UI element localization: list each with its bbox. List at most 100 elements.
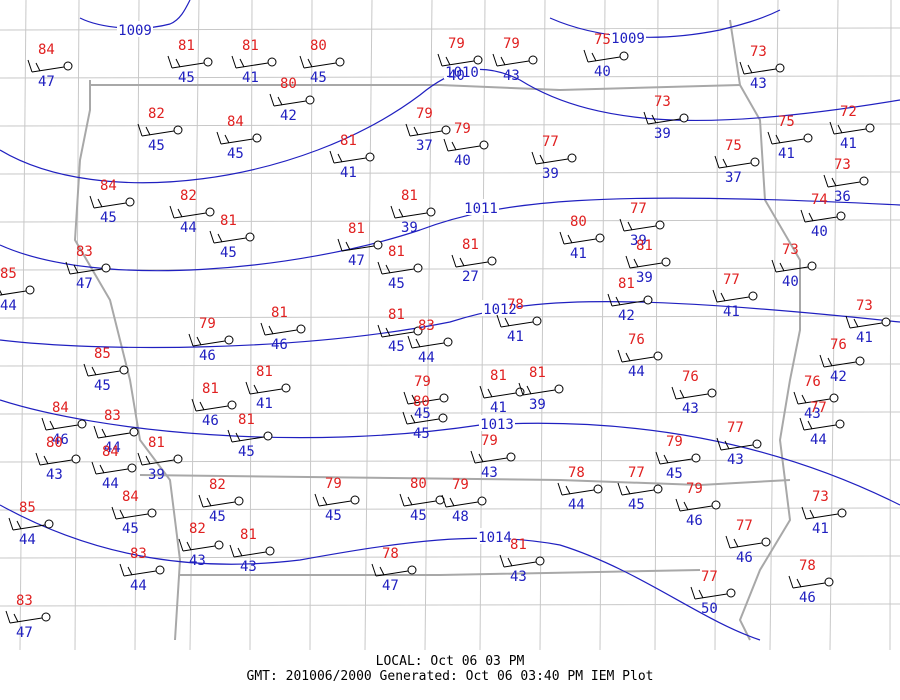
wind-barb bbox=[385, 264, 391, 274]
wind-barb bbox=[119, 563, 125, 577]
wind-shaft bbox=[729, 542, 763, 549]
wind-shaft bbox=[141, 130, 175, 137]
temperature: 81 bbox=[256, 364, 273, 380]
dewpoint: 45 bbox=[666, 466, 683, 482]
station-circle bbox=[567, 153, 577, 163]
dewpoint: 45 bbox=[325, 508, 342, 524]
station-circle bbox=[41, 612, 51, 622]
temperature: 77 bbox=[701, 569, 718, 585]
wind-barb bbox=[733, 538, 739, 548]
temperature: 73 bbox=[812, 489, 829, 505]
station-circle bbox=[296, 324, 306, 334]
wind-barb bbox=[698, 589, 704, 599]
wind-barb bbox=[337, 153, 343, 163]
wind-shaft bbox=[797, 398, 831, 405]
wind-shaft bbox=[675, 393, 709, 400]
wind-shaft bbox=[447, 145, 481, 152]
wind-barb bbox=[451, 141, 457, 151]
wind-barb bbox=[459, 257, 465, 267]
wind-shaft bbox=[474, 457, 508, 464]
wind-shaft bbox=[235, 62, 269, 69]
wind-barb bbox=[675, 498, 681, 512]
county-line bbox=[134, 0, 140, 651]
wind-barb bbox=[237, 547, 243, 557]
wind-barb bbox=[41, 417, 47, 431]
temperature: 78 bbox=[568, 465, 585, 481]
temperature: 80 bbox=[310, 38, 327, 54]
dewpoint: 45 bbox=[94, 378, 111, 394]
wind-barb bbox=[137, 123, 143, 137]
wind-barb bbox=[145, 455, 151, 465]
temperature: 79 bbox=[448, 36, 465, 52]
dewpoint: 44 bbox=[130, 578, 147, 594]
temperature: 84 bbox=[38, 42, 55, 58]
temperature: 84 bbox=[52, 400, 69, 416]
wind-shaft bbox=[303, 62, 337, 69]
wind-shaft bbox=[804, 216, 838, 223]
temperature: 76 bbox=[804, 374, 821, 390]
dewpoint: 46 bbox=[799, 590, 816, 606]
temperature: 77 bbox=[723, 272, 740, 288]
temperature: 81 bbox=[388, 307, 405, 323]
wind-barb bbox=[390, 205, 396, 219]
temperature: 81 bbox=[388, 244, 405, 260]
station-circle bbox=[619, 51, 629, 61]
wind-barb bbox=[231, 55, 237, 69]
wind-shaft bbox=[411, 342, 445, 349]
dewpoint: 46 bbox=[736, 550, 753, 566]
wind-barb bbox=[277, 96, 283, 106]
temperature: 85 bbox=[0, 266, 17, 282]
wind-shaft bbox=[621, 489, 655, 496]
wind-shaft bbox=[220, 138, 254, 145]
temperature: 82 bbox=[189, 521, 206, 537]
wind-barb bbox=[725, 535, 731, 549]
wind-barb bbox=[451, 254, 457, 268]
wind-barb bbox=[379, 566, 385, 576]
temperature: 78 bbox=[382, 546, 399, 562]
wind-shaft bbox=[69, 268, 103, 275]
wind-barb bbox=[853, 318, 859, 328]
wind-shaft bbox=[647, 118, 681, 125]
wind-barb bbox=[224, 134, 230, 144]
dewpoint: 37 bbox=[416, 138, 433, 154]
wind-barb bbox=[83, 363, 89, 377]
wind-barb bbox=[625, 255, 631, 269]
station-circle bbox=[335, 57, 345, 67]
temperature: 83 bbox=[76, 244, 93, 260]
isobar-label-bg bbox=[117, 21, 153, 37]
station-circle bbox=[752, 439, 762, 449]
wind-barb bbox=[269, 93, 275, 107]
temperature: 84 bbox=[122, 489, 139, 505]
isobar-label: 1009 bbox=[611, 31, 645, 47]
wind-shaft bbox=[716, 296, 750, 303]
wind-shaft bbox=[718, 162, 752, 169]
wind-barb bbox=[403, 391, 409, 405]
wind-barb bbox=[196, 336, 202, 346]
wind-shaft bbox=[827, 181, 861, 188]
wind-barb bbox=[627, 221, 633, 231]
wind-barb bbox=[775, 134, 781, 144]
station-circle bbox=[44, 519, 54, 529]
temperature: 77 bbox=[810, 400, 827, 416]
dewpoint: 44 bbox=[102, 476, 119, 492]
temperature: 73 bbox=[750, 44, 767, 60]
county-line bbox=[714, 0, 719, 651]
wind-barb bbox=[583, 49, 589, 63]
dewpoint: 45 bbox=[220, 245, 237, 261]
station-circle bbox=[205, 207, 215, 217]
station-circle bbox=[245, 232, 255, 242]
station-circle bbox=[305, 95, 315, 105]
wind-barb bbox=[322, 496, 328, 506]
wind-barb bbox=[671, 386, 677, 400]
station-circle bbox=[281, 383, 291, 393]
temperature: 81 bbox=[271, 305, 288, 321]
county-line bbox=[654, 0, 659, 651]
station-circle bbox=[439, 393, 449, 403]
wind-shaft bbox=[659, 458, 693, 465]
wind-barb bbox=[724, 440, 730, 450]
wind-barb bbox=[402, 411, 408, 425]
state-border bbox=[90, 84, 741, 92]
wind-shaft bbox=[231, 436, 265, 443]
dewpoint: 44 bbox=[0, 298, 17, 314]
